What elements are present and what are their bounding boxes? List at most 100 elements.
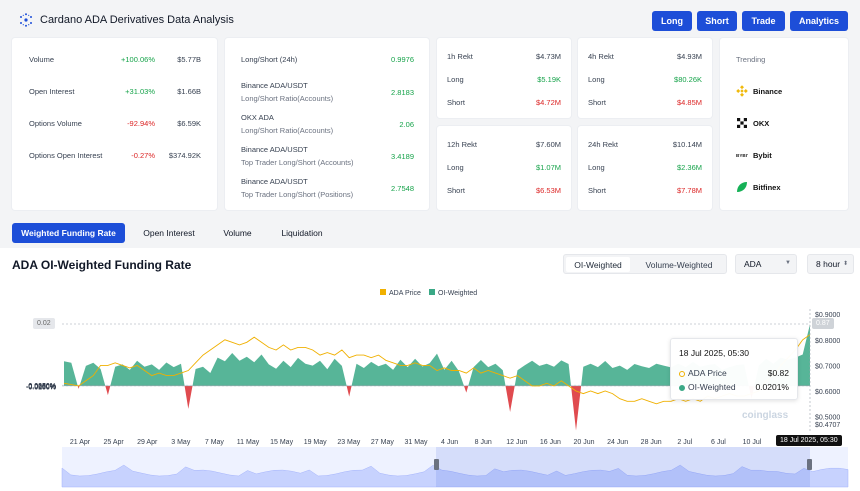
trending-item-binance[interactable]: Binance	[753, 87, 783, 96]
rekt-card-24h: 24h Rekt $10.14M Long $2.36M Short $7.78…	[578, 126, 712, 210]
x-tick-label: 31 May	[405, 439, 428, 446]
volume-weighted-option[interactable]: Volume-Weighted	[645, 259, 713, 270]
market-stats-card: Volume +100.06% $5.77B Open Interest +31…	[12, 38, 217, 210]
stat-change: +100.06%	[121, 55, 155, 64]
navigator-left-handle[interactable]	[434, 459, 439, 470]
ratio-label: Binance ADA/USDT	[241, 177, 308, 186]
rekt-title: 1h Rekt	[447, 52, 473, 61]
chart-tabs: Weighted Funding Rate Open Interest Volu…	[0, 222, 860, 246]
stat-label: Options Open Interest	[29, 151, 103, 160]
x-tick-label: 12 Jun	[506, 439, 527, 446]
long-button[interactable]: Long	[652, 11, 692, 31]
left-axis-badge: 0.02	[33, 318, 55, 329]
x-tick-label: 16 Jun	[540, 439, 561, 446]
ratio-label: Binance ADA/USDT	[241, 81, 308, 90]
oi-weighted-area-positive	[64, 324, 810, 386]
stat-value: $1.66B	[177, 87, 201, 96]
tab-volume[interactable]: Volume	[223, 228, 252, 238]
tab-open-interest[interactable]: Open Interest	[143, 228, 195, 238]
interval-select[interactable]: 8 hour ⬍	[807, 254, 854, 274]
ratio-value: 2.8183	[391, 88, 414, 97]
trending-item-bitfinex[interactable]: Bitfinex	[753, 183, 781, 192]
oi-marker-icon	[679, 385, 685, 391]
bitfinex-icon	[737, 182, 747, 192]
ada-price-line	[63, 334, 811, 405]
x-tick-label: 20 Jun	[573, 439, 594, 446]
trending-item-bybit[interactable]: Bybit	[753, 151, 772, 160]
rekt-short-label: Short	[588, 186, 606, 195]
y-right-tick-label: $0.4707	[815, 422, 840, 429]
price-marker-icon	[679, 371, 685, 377]
binance-icon	[736, 85, 748, 97]
rekt-total: $10.14M	[672, 140, 702, 149]
rekt-short: $7.78M	[676, 186, 702, 195]
symbol-select[interactable]: ADA ▼	[735, 254, 797, 274]
rekt-short-label: Short	[447, 186, 465, 195]
page-title: Cardano ADA Derivatives Data Analysis	[40, 14, 234, 26]
navigator-right-handle[interactable]	[807, 459, 812, 470]
y-right-tick-label: $0.9000	[815, 312, 840, 319]
ratio-value: 0.9976	[391, 55, 414, 64]
rekt-short: $4.72M	[535, 98, 561, 107]
stat-label: Volume	[29, 55, 55, 64]
rekt-total: $4.93M	[676, 52, 702, 61]
ratio-value: 3.4189	[391, 152, 414, 161]
stat-label: Options Volume	[29, 119, 82, 128]
y-left-tick-label: 0.0150%	[28, 383, 56, 390]
x-tick-label: 24 Jun	[607, 439, 628, 446]
x-tick-label: 21 Apr	[70, 439, 91, 446]
rekt-total: $7.60M	[535, 140, 561, 149]
x-tick-label: 8 Jun	[475, 439, 492, 446]
rekt-long-label: Long	[588, 75, 605, 84]
analytics-button[interactable]: Analytics	[790, 11, 848, 31]
symbol-select-value: ADA	[744, 259, 762, 269]
legend-swatch	[429, 289, 435, 295]
x-tick-label: 27 May	[371, 439, 394, 446]
stat-change: -0.27%	[131, 151, 155, 160]
x-tick-label: 4 Jun	[441, 439, 458, 446]
weighting-toggle: OI-Weighted Volume-Weighted	[563, 254, 727, 274]
tooltip-row-price: ADA Price	[679, 368, 727, 378]
y-left-tick-label: 0%	[46, 384, 56, 391]
rekt-card-12h: 12h Rekt $7.60M Long $1.07M Short $6.53M	[437, 126, 571, 210]
tab-weighted-funding-rate[interactable]: Weighted Funding Rate	[12, 223, 125, 243]
rekt-title: 24h Rekt	[588, 140, 619, 149]
rekt-long-label: Long	[447, 163, 464, 172]
svg-text:BYBIT: BYBIT	[736, 153, 748, 158]
ratio-sublabel: Top Trader Long/Short (Positions)	[241, 190, 354, 199]
rekt-title: 4h Rekt	[588, 52, 614, 61]
y-right-tick-label: $0.5000	[815, 415, 840, 422]
ratio-value: 2.7548	[391, 184, 414, 193]
ratio-value: 2.06	[399, 120, 414, 129]
ratio-label: Long/Short (24h)	[241, 55, 298, 64]
tooltip-price-value: $0.82	[767, 368, 789, 378]
right-axis-badge: 0.87	[812, 318, 834, 329]
y-left-tick-label: 0.0200%	[28, 383, 56, 390]
oi-weighted-option[interactable]: OI-Weighted	[566, 257, 630, 272]
short-button[interactable]: Short	[697, 11, 737, 31]
y-right-tick-label: $0.7000	[815, 363, 840, 370]
stat-value: $374.92K	[168, 151, 201, 160]
x-axis-badge: 18 Jul 2025, 05:30	[776, 435, 842, 446]
tooltip-oi-label: OI-Weighted	[688, 382, 736, 392]
tab-liquidation[interactable]: Liquidation	[281, 228, 323, 238]
trending-card: Trending Binance OKX BYBIT Bybit Bitfine…	[720, 38, 848, 210]
tooltip-price-label: ADA Price	[688, 368, 727, 378]
ratio-sublabel: Top Trader Long/Short (Accounts)	[241, 158, 354, 167]
x-tick-label: 7 May	[205, 439, 225, 446]
trending-title: Trending	[736, 55, 766, 64]
navigator-series	[61, 464, 849, 488]
y-left-tick-label: -0.0100%	[26, 384, 56, 391]
tooltip-oi-value: 0.0201%	[755, 382, 789, 392]
y-left-tick-label: 0.0050%	[28, 384, 56, 391]
x-tick-label: 23 May	[337, 439, 360, 446]
trending-item-okx[interactable]: OKX	[753, 119, 770, 128]
stat-value: $6.59K	[177, 119, 201, 128]
chart-title: ADA OI-Weighted Funding Rate	[12, 258, 192, 272]
ratio-sublabel: Long/Short Ratio(Accounts)	[241, 126, 334, 135]
rekt-long-label: Long	[447, 75, 464, 84]
cardano-logo-icon	[20, 13, 32, 27]
x-tick-label: 3 May	[171, 439, 191, 446]
trade-button[interactable]: Trade	[742, 11, 785, 31]
